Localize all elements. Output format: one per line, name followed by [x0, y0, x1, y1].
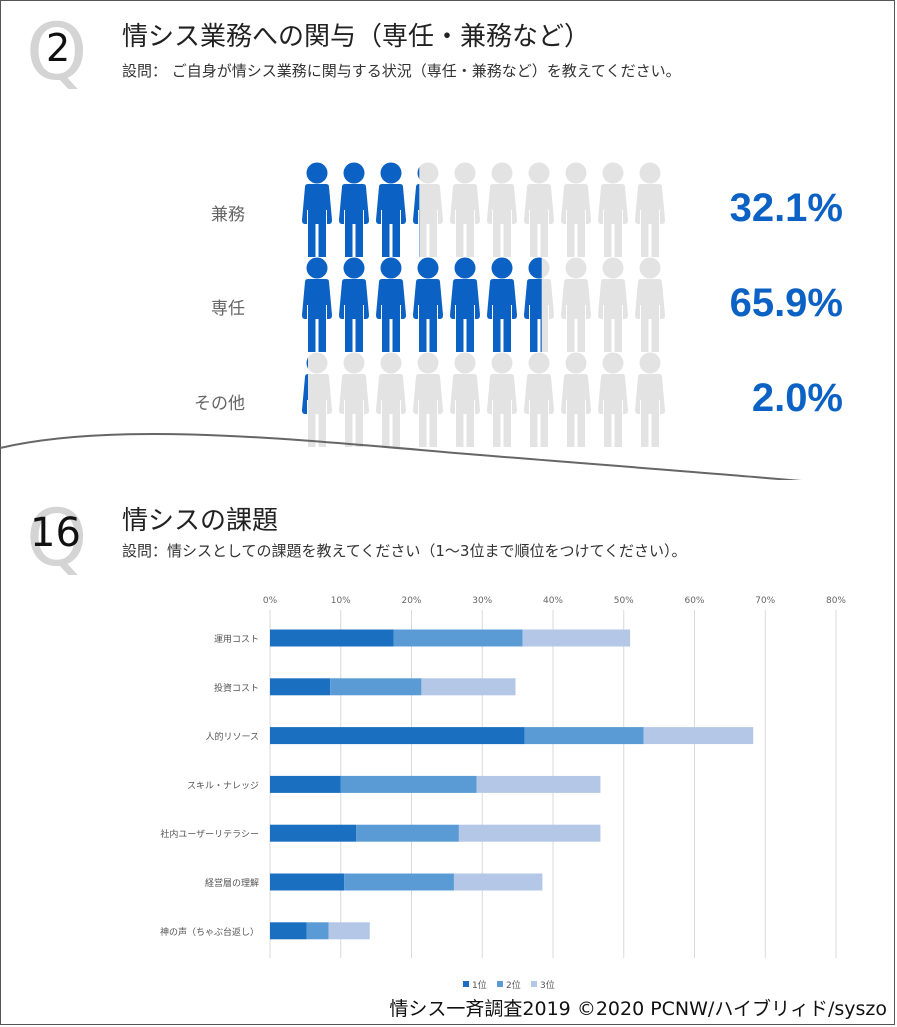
x-tick-label: 20%: [401, 596, 421, 606]
bar-segment: [453, 873, 543, 891]
bar-segment: [522, 629, 631, 647]
person-icon-blue: [413, 257, 443, 352]
q-mark-icon: Q: [26, 494, 88, 584]
bar-segment: [344, 873, 454, 891]
question-number: 2: [46, 26, 71, 70]
bar-segment: [340, 775, 477, 793]
bar-segment: [270, 873, 345, 891]
category-label: 経営層の理解: [205, 877, 259, 889]
pct-other: 2.0%: [751, 376, 843, 420]
person-icon-gray: [561, 257, 591, 352]
person-icon-gray: [376, 352, 406, 447]
legend-label: 3位: [540, 979, 555, 991]
person-icon-gray: [487, 162, 517, 257]
bar-segment: [270, 629, 394, 647]
x-tick-label: 80%: [826, 596, 846, 606]
person-icon-gray: [561, 162, 591, 257]
person-icon-blue: [302, 162, 332, 257]
person-icon-gray: [339, 352, 369, 447]
legend-label: 2位: [506, 979, 521, 991]
question-title: 情シスの課題: [122, 506, 279, 536]
legend-swatch: [463, 981, 469, 987]
legend-swatch: [531, 981, 537, 987]
person-icon-blue: [376, 257, 406, 352]
row-label-sennin: 専任: [211, 299, 245, 319]
bar-segment: [643, 727, 754, 745]
person-icon-blue: [487, 257, 517, 352]
x-tick-label: 60%: [684, 596, 704, 606]
bar-segment: [356, 824, 459, 842]
bar-segment: [306, 922, 329, 940]
category-label: 投資コスト: [214, 682, 259, 694]
person-icon-gray: [413, 352, 443, 447]
row-label-other: その他: [194, 394, 245, 414]
question-subtitle: 設問： ご自身が情シス業務に関与する状況（専任・兼務など）を教えてください。: [122, 62, 681, 80]
category-label: 人的リソース: [205, 731, 259, 743]
x-tick-label: 50%: [614, 596, 634, 606]
category-label: 社内ユーザーリテラシー: [160, 828, 259, 840]
stacked-bar-chart: 0% 10% 20% 30% 40% 50% 60% 70% 80% 運用コスト投資コスト人的リ…: [160, 596, 846, 991]
x-tick-label: 40%: [543, 596, 563, 606]
legend-swatch: [497, 981, 503, 987]
category-label: 運用コスト: [214, 634, 259, 645]
bar-segment: [270, 775, 341, 793]
bar-segment: [330, 678, 422, 696]
category-label: 神の声（ちゃぶ台返し）: [160, 926, 259, 938]
question-title: 情シス業務への関与（専任・兼務など）: [122, 22, 591, 52]
bar-segment: [270, 922, 307, 940]
legend-label: 1位: [472, 979, 487, 991]
footer-credit: 情シス一斉調査2019 ©2020 PCNW/ハイブリィド/syszo: [389, 998, 887, 1020]
person-icon-gray: [450, 162, 480, 257]
pictograph-chart: [0, 162, 897, 480]
person-icon-gray: [487, 352, 517, 447]
person-icon-blue: [302, 257, 332, 352]
question-number: 16: [30, 510, 81, 556]
category-label: スキル・ナレッジ: [187, 780, 259, 791]
x-tick-label: 30%: [472, 596, 492, 606]
person-icon-gray: [450, 352, 480, 447]
person-icon-gray: [598, 162, 628, 257]
person-icon-blue: [376, 162, 406, 257]
q-mark-icon: Q: [26, 8, 88, 98]
person-icon-gray: [598, 352, 628, 447]
bar-segment: [270, 727, 525, 745]
x-tick-label: 0%: [263, 596, 278, 606]
person-icon-gray: [561, 352, 591, 447]
bar-segment: [524, 727, 644, 745]
pct-sennin: 65.9%: [729, 281, 843, 325]
bar-segment: [328, 922, 370, 940]
pct-kenmu: 32.1%: [729, 186, 843, 230]
person-icon-gray: [524, 162, 554, 257]
bar-segment: [458, 824, 601, 842]
person-icon-blue: [339, 162, 369, 257]
bar-segment: [270, 678, 331, 696]
person-icon-gray: [598, 257, 628, 352]
bar-segment: [476, 775, 601, 793]
bar-segment: [270, 824, 357, 842]
row-label-kenmu: 兼務: [211, 205, 245, 225]
person-icon-blue: [450, 257, 480, 352]
x-tick-label: 10%: [331, 596, 351, 606]
wave-divider: [0, 432, 897, 480]
question-subtitle: 設問：情シスとしての課題を教えてください（1～3位まで順位をつけてください）。: [122, 542, 687, 560]
x-tick-label: 70%: [755, 596, 775, 606]
bar-segment: [421, 678, 516, 696]
person-icon-blue: [339, 257, 369, 352]
person-icon-gray: [524, 352, 554, 447]
bar-segment: [393, 629, 523, 647]
